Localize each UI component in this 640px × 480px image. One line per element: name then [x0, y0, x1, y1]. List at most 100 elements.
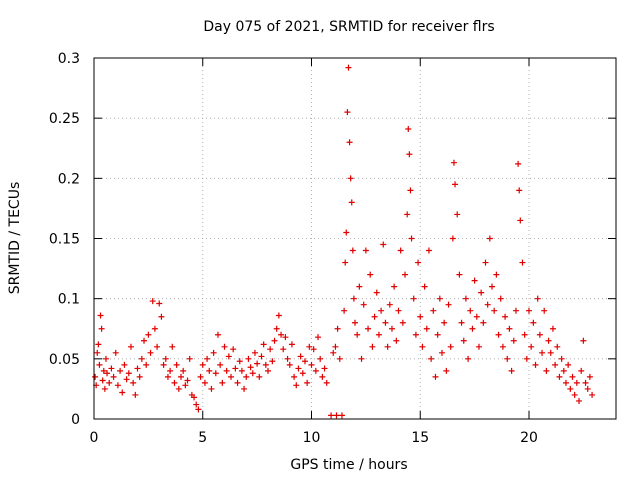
data-point: [334, 325, 341, 332]
data-point: [94, 349, 101, 356]
data-point: [333, 412, 340, 419]
data-point: [260, 341, 267, 348]
data-point: [342, 259, 349, 266]
data-point: [421, 283, 428, 290]
data-point: [184, 377, 191, 384]
data-point: [352, 319, 358, 326]
data-point: [523, 355, 530, 362]
data-point: [432, 373, 439, 380]
data-point: [299, 370, 306, 377]
data-point: [554, 343, 561, 350]
data-point: [275, 312, 282, 319]
data-point: [516, 187, 523, 194]
data-point: [158, 313, 165, 320]
data-point: [350, 295, 357, 302]
data-point: [462, 295, 469, 302]
data-point: [110, 373, 117, 380]
data-point: [382, 319, 389, 326]
data-point: [267, 346, 274, 353]
data-point: [375, 331, 382, 338]
data-point: [271, 337, 278, 344]
data-point: [410, 295, 417, 302]
data-point: [349, 247, 356, 254]
data-point: [404, 211, 411, 218]
data-point: [234, 379, 241, 386]
data-point: [304, 379, 311, 386]
data-point: [173, 361, 180, 368]
data-point: [321, 365, 328, 372]
data-point: [532, 361, 539, 368]
data-point: [515, 160, 522, 167]
data-point: [541, 307, 548, 314]
data-point: [219, 379, 226, 386]
y-axis-label: SRMTID / TECUs: [7, 182, 23, 295]
data-point: [100, 367, 107, 374]
data-point: [473, 313, 480, 320]
data-point: [175, 385, 182, 392]
data-point: [512, 307, 519, 314]
data-point: [249, 370, 256, 377]
data-point: [315, 334, 322, 341]
data-point: [147, 349, 154, 356]
data-point: [386, 301, 393, 308]
data-point: [256, 373, 263, 380]
data-point: [391, 283, 398, 290]
data-point: [199, 361, 206, 368]
data-point: [169, 343, 176, 350]
data-point: [132, 391, 139, 398]
data-point: [117, 367, 124, 374]
data-point: [164, 373, 171, 380]
data-point: [123, 376, 130, 383]
data-point: [230, 346, 237, 353]
data-point: [439, 349, 445, 356]
data-point: [217, 361, 224, 368]
data-point: [99, 377, 106, 384]
data-point: [238, 367, 245, 374]
data-point: [526, 307, 532, 314]
data-point: [493, 271, 500, 278]
data-point: [402, 271, 409, 278]
data-point: [178, 373, 184, 380]
data-point: [584, 385, 591, 392]
data-point: [417, 313, 424, 320]
data-point: [97, 312, 104, 319]
data-point: [465, 355, 472, 362]
data-point: [251, 349, 258, 356]
data-point: [171, 379, 178, 386]
data-point: [286, 361, 293, 368]
data-point: [534, 295, 541, 302]
data-point: [127, 343, 134, 350]
data-point: [102, 355, 109, 362]
data-point: [121, 361, 128, 368]
data-point: [138, 355, 145, 362]
data-point: [160, 361, 167, 368]
data-point: [454, 211, 461, 218]
data-point: [519, 259, 526, 266]
y-tick-label: 0.3: [58, 51, 80, 67]
x-tick-label: 15: [411, 430, 429, 446]
data-point: [119, 389, 126, 396]
data-point: [558, 355, 565, 362]
data-point: [576, 397, 583, 404]
x-axis-label: GPS time / hours: [290, 457, 407, 473]
data-point: [491, 307, 498, 314]
data-point: [458, 319, 465, 326]
data-point: [469, 325, 476, 332]
data-point: [552, 361, 559, 368]
data-point: [549, 325, 556, 332]
data-point: [186, 355, 193, 362]
data-point: [258, 353, 265, 360]
data-point: [201, 379, 208, 386]
data-point: [182, 382, 189, 389]
data-point: [180, 367, 187, 374]
data-point: [247, 364, 254, 371]
data-point: [397, 247, 404, 254]
data-point: [145, 331, 152, 338]
data-point: [95, 341, 102, 348]
data-point: [280, 346, 287, 353]
data-point: [367, 271, 374, 278]
data-point: [360, 301, 367, 308]
data-point: [405, 125, 412, 132]
data-point: [195, 406, 202, 413]
data-point: [328, 412, 335, 419]
